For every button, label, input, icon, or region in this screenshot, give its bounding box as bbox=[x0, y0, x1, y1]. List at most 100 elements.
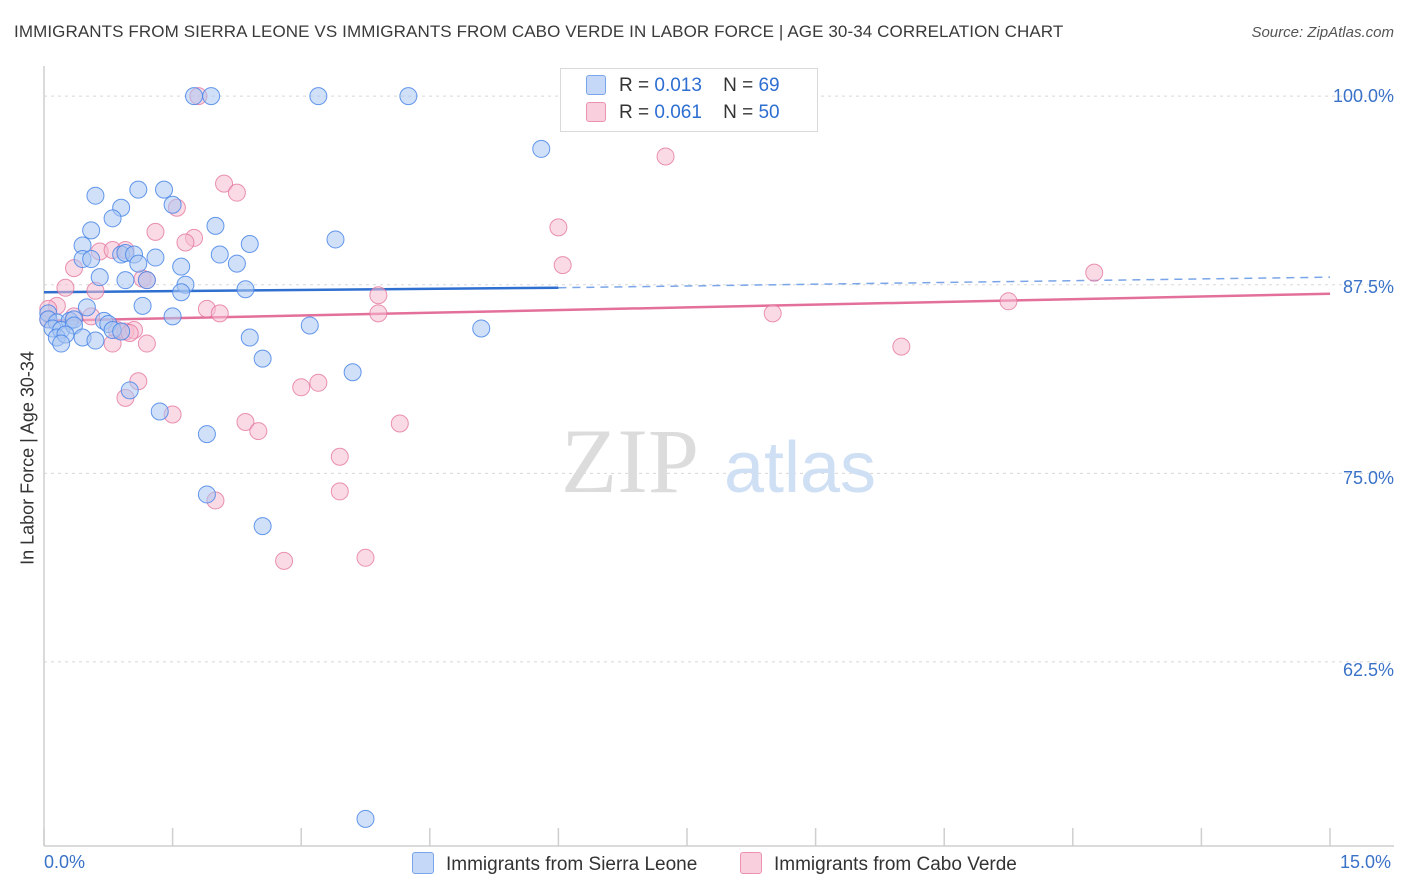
sierra-leone-point bbox=[150, 402, 169, 421]
correlation-legend: R = 0.013 N = 69 R = 0.061 N = 50 bbox=[560, 68, 818, 132]
sierra-leone-point bbox=[82, 250, 101, 269]
cabo-verde-point bbox=[369, 304, 388, 323]
sierra-leone-point bbox=[185, 87, 204, 106]
sierra-leone-point bbox=[163, 307, 182, 326]
cabo-verde-point bbox=[390, 414, 409, 433]
cabo-verde-point bbox=[236, 413, 255, 432]
sierra-leone-trend-extension bbox=[558, 276, 1331, 289]
y-tick-label: 87.5% bbox=[1342, 277, 1394, 297]
cabo-verde-point bbox=[309, 373, 328, 392]
bottom-legend-cabo-verde: Immigrants from Cabo Verde bbox=[740, 852, 1017, 876]
cabo-verde-point bbox=[356, 548, 375, 567]
sierra-leone-point bbox=[137, 271, 156, 290]
cabo-verde-point bbox=[892, 337, 911, 356]
legend-swatch-blue bbox=[586, 75, 606, 95]
sierra-leone-point bbox=[202, 87, 221, 106]
sierra-leone-point bbox=[356, 809, 375, 828]
cabo-verde-point bbox=[275, 551, 294, 570]
sierra-leone-points bbox=[39, 87, 551, 828]
cabo-verde-point bbox=[146, 222, 165, 241]
sierra-leone-point bbox=[90, 268, 109, 287]
cabo-verde-point bbox=[553, 256, 572, 275]
cabo-verde-point bbox=[656, 147, 675, 166]
sierra-leone-point bbox=[343, 363, 362, 382]
cabo-verde-point bbox=[137, 334, 156, 353]
sierra-leone-point bbox=[240, 234, 259, 253]
sierra-leone-point bbox=[82, 221, 101, 240]
cabo-verde-point bbox=[176, 233, 195, 252]
sierra-leone-point bbox=[197, 485, 216, 504]
legend-n-label: N = bbox=[723, 75, 754, 96]
sierra-leone-point bbox=[206, 216, 225, 235]
watermark-atlas: atlas bbox=[724, 428, 876, 508]
sierra-leone-point bbox=[236, 280, 255, 299]
cabo-verde-point bbox=[215, 174, 234, 193]
cabo-verde-point bbox=[330, 482, 349, 501]
sierra-leone-point bbox=[253, 517, 272, 536]
axes bbox=[43, 66, 1394, 847]
legend-swatch-pink bbox=[586, 102, 606, 122]
chart-title: IMMIGRANTS FROM SIERRA LEONE VS IMMIGRAN… bbox=[14, 22, 1064, 41]
sierra-leone-point bbox=[300, 316, 319, 335]
sierra-leone-point bbox=[399, 87, 418, 106]
sierra-leone-point bbox=[532, 139, 551, 158]
y-tick-label: 62.5% bbox=[1342, 660, 1394, 680]
legend-r-label: R = bbox=[619, 75, 650, 96]
sierra-leone-point bbox=[77, 298, 96, 317]
cabo-verde-point bbox=[369, 286, 388, 305]
legend-r-value: 0.013 bbox=[654, 75, 702, 96]
cabo-verde-point bbox=[330, 447, 349, 466]
legend-swatch-pink bbox=[740, 852, 762, 874]
sierra-leone-point bbox=[227, 254, 246, 273]
cabo-verde-point bbox=[1085, 263, 1104, 282]
sierra-leone-point bbox=[103, 209, 122, 228]
gridlines bbox=[44, 95, 1394, 663]
cabo-verde-point bbox=[56, 278, 75, 297]
sierra-leone-point bbox=[240, 328, 259, 347]
x-tick-label-min: 0.0% bbox=[44, 852, 86, 872]
sierra-leone-point bbox=[133, 296, 152, 315]
cabo-verde-point bbox=[999, 292, 1018, 311]
sierra-leone-trend-line bbox=[43, 286, 559, 294]
sierra-leone-point bbox=[472, 319, 491, 338]
legend-n-value: 50 bbox=[758, 102, 780, 123]
sierra-leone-point bbox=[129, 180, 148, 199]
sierra-leone-point bbox=[129, 254, 148, 273]
sierra-leone-point bbox=[155, 180, 174, 199]
sierra-leone-point bbox=[86, 331, 105, 350]
legend-r-value: 0.061 bbox=[654, 102, 702, 123]
source-label: Source: ZipAtlas.com bbox=[1251, 24, 1394, 41]
sierra-leone-point bbox=[309, 87, 328, 106]
sierra-leone-point bbox=[112, 322, 131, 341]
sierra-leone-point bbox=[253, 349, 272, 368]
sierra-leone-point bbox=[52, 334, 71, 353]
cabo-verde-trend-line bbox=[43, 292, 1331, 323]
sierra-leone-point bbox=[326, 230, 345, 249]
legend-series-name: Immigrants from Cabo Verde bbox=[774, 854, 1017, 875]
sierra-leone-point bbox=[172, 283, 191, 302]
sierra-leone-point bbox=[210, 245, 229, 264]
cabo-verde-point bbox=[210, 304, 229, 323]
bottom-legend-sierra-leone: Immigrants from Sierra Leone bbox=[412, 852, 697, 876]
sierra-leone-point bbox=[146, 248, 165, 267]
sierra-leone-point bbox=[120, 381, 139, 400]
legend-series-name: Immigrants from Sierra Leone bbox=[446, 854, 698, 875]
y-tick-label: 75.0% bbox=[1342, 468, 1394, 488]
sierra-leone-point bbox=[86, 186, 105, 205]
watermark-zip: ZIP bbox=[561, 410, 699, 512]
trend-lines bbox=[43, 276, 1331, 323]
cabo-verde-point bbox=[227, 183, 246, 202]
cabo-verde-point bbox=[292, 378, 311, 397]
sierra-leone-point bbox=[172, 257, 191, 276]
legend-swatch-blue bbox=[412, 852, 434, 874]
y-tick-label: 100.0% bbox=[1332, 86, 1394, 106]
y-axis-label: In Labor Force | Age 30-34 bbox=[17, 351, 38, 565]
cabo-verde-point bbox=[249, 422, 268, 441]
x-tick-label-max: 15.0% bbox=[1340, 852, 1392, 872]
legend-n-label: N = bbox=[723, 102, 754, 123]
sierra-leone-point bbox=[197, 425, 216, 444]
legend-n-value: 69 bbox=[758, 75, 780, 96]
cabo-verde-point bbox=[549, 218, 568, 237]
legend-r-label: R = bbox=[619, 102, 650, 123]
